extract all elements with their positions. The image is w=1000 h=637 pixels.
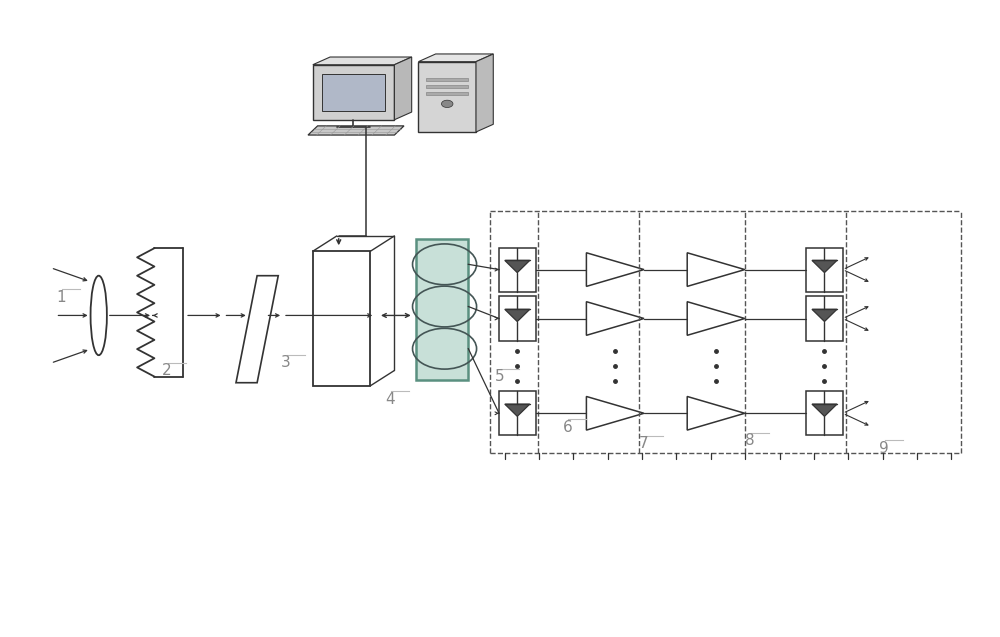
Polygon shape [812,310,837,322]
Bar [426,85,468,89]
Bar [426,92,468,96]
Bar [806,391,843,435]
Polygon shape [308,126,404,135]
Polygon shape [505,310,530,322]
Bar [426,78,468,82]
Bar [416,239,468,380]
Bar [806,296,843,341]
Polygon shape [394,57,412,120]
Text: 6: 6 [562,420,572,435]
Bar [313,251,370,386]
Polygon shape [812,404,837,417]
Polygon shape [505,404,530,417]
Polygon shape [313,57,412,65]
Text: 3: 3 [281,355,291,370]
Circle shape [441,100,453,108]
Text: 9: 9 [879,441,889,455]
Bar [499,296,536,341]
Text: 7: 7 [639,436,649,452]
Bar [806,248,843,292]
Text: 4: 4 [385,392,394,406]
Text: 2: 2 [162,363,172,378]
Bar [499,248,536,292]
Bar [499,391,536,435]
Polygon shape [505,261,530,273]
Polygon shape [418,54,493,62]
Text: 5: 5 [495,369,505,384]
Text: 8: 8 [745,433,754,448]
Bar [313,65,394,120]
Bar [418,62,476,132]
Bar [322,74,385,111]
Polygon shape [812,261,837,273]
Polygon shape [476,54,493,132]
Text: 1: 1 [56,290,66,304]
